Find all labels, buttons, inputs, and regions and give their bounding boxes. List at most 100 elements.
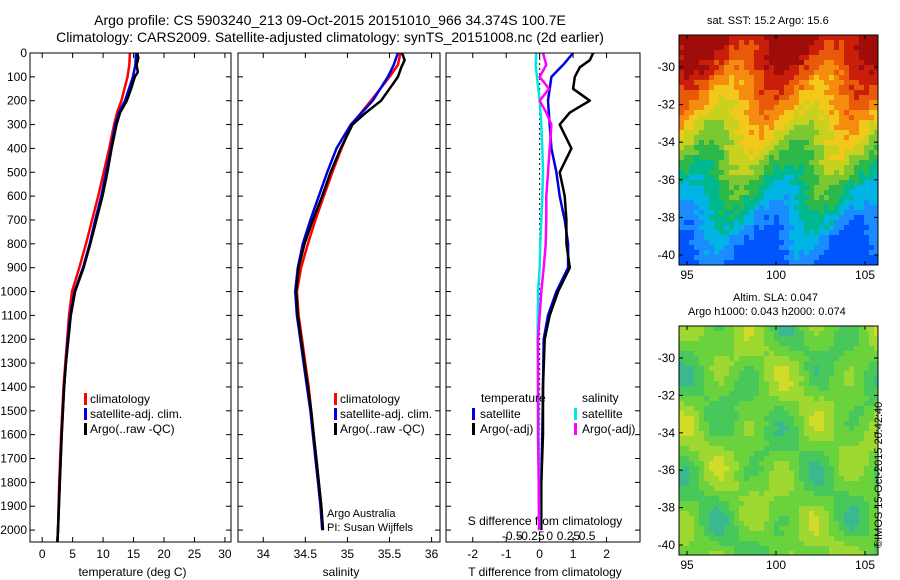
map-cell — [809, 446, 815, 452]
map-cell — [744, 90, 750, 96]
map-cell — [704, 135, 710, 141]
map-cell — [699, 75, 705, 81]
map-cell — [809, 195, 815, 201]
series-line-argorawqc — [294, 52, 406, 531]
map-cell — [789, 45, 795, 51]
map-cell — [774, 155, 780, 161]
map-cell — [839, 366, 845, 372]
map-cell — [854, 170, 860, 176]
map-cell — [769, 441, 775, 447]
map-cell — [709, 476, 715, 482]
map-cell — [839, 55, 845, 61]
map-cell — [764, 95, 770, 101]
map-cell — [764, 110, 770, 116]
map-cell — [804, 245, 810, 251]
map-cell — [699, 195, 705, 201]
map-cell — [859, 336, 865, 342]
map-cell — [809, 371, 815, 377]
map-cell — [809, 506, 815, 512]
map-cell — [689, 245, 695, 251]
map-cell — [804, 205, 810, 211]
map-cell — [784, 180, 790, 186]
map-cell — [679, 210, 685, 216]
map-cell — [749, 130, 755, 136]
map-cell — [794, 391, 800, 397]
y-tick-label: 1800 — [0, 475, 27, 489]
map-cell — [849, 55, 855, 61]
map-cell — [759, 120, 765, 126]
map-cell — [874, 411, 879, 417]
map-cell — [709, 180, 715, 186]
map-cell — [764, 381, 770, 387]
map-cell — [779, 401, 785, 407]
map-cell — [834, 65, 840, 71]
map-cell — [844, 366, 850, 372]
map-cell — [759, 366, 765, 372]
map-cell — [679, 331, 685, 337]
map-cell — [804, 130, 810, 136]
map-cell — [754, 95, 760, 101]
map-cell — [729, 511, 735, 517]
map-cell — [694, 491, 700, 497]
map-cell — [739, 526, 745, 532]
map-cell — [829, 421, 835, 427]
series-line-satelliteadjclim — [56, 52, 138, 543]
map-cell — [824, 155, 830, 161]
map-cell — [689, 516, 695, 522]
map-cell — [829, 446, 835, 452]
map-cell — [814, 526, 820, 532]
map-cell — [699, 436, 705, 442]
map-cell — [739, 235, 745, 241]
map-cell — [779, 160, 785, 166]
map-cell — [729, 536, 735, 542]
map-cell — [784, 145, 790, 151]
map-cell — [779, 80, 785, 86]
map-cell — [694, 346, 700, 352]
map-cell — [754, 135, 760, 141]
map-cell — [789, 85, 795, 91]
map-cell — [729, 541, 735, 547]
map-cell — [859, 35, 865, 41]
map-cell — [824, 446, 830, 452]
map-cell — [724, 336, 730, 342]
map-cell — [689, 346, 695, 352]
series-line-climatology — [295, 52, 402, 531]
map-cell — [769, 366, 775, 372]
map-cell — [799, 65, 805, 71]
map-cell — [829, 416, 835, 422]
map-cell — [759, 526, 765, 532]
map-cell — [849, 451, 855, 457]
map-cell — [744, 426, 750, 432]
map-cell — [849, 105, 855, 111]
map-cell — [794, 486, 800, 492]
map-cell — [694, 421, 700, 427]
map-cell — [864, 160, 870, 166]
map-cell — [729, 135, 735, 141]
map-cell — [809, 90, 815, 96]
map-cell — [689, 466, 695, 472]
map-cell — [824, 225, 830, 231]
map-cell — [819, 391, 825, 397]
map-cell — [744, 471, 750, 477]
map-cell — [799, 145, 805, 151]
map-cell — [869, 155, 875, 161]
map-cell — [799, 250, 805, 256]
map-cell — [854, 476, 860, 482]
map-cell — [834, 531, 840, 537]
map-cell — [769, 45, 775, 51]
map-cell — [819, 180, 825, 186]
map-cell — [814, 391, 820, 397]
map-cell — [859, 386, 865, 392]
map-cell — [774, 210, 780, 216]
map-cell — [744, 421, 750, 427]
map-cell — [779, 115, 785, 121]
map-cell — [744, 135, 750, 141]
map-cell — [804, 531, 810, 537]
map-cell — [754, 160, 760, 166]
map-cell — [694, 326, 700, 332]
map-cell — [824, 551, 830, 556]
map-cell — [744, 190, 750, 196]
map-cell — [744, 371, 750, 377]
map-cell — [834, 250, 840, 256]
map-cell — [714, 95, 720, 101]
